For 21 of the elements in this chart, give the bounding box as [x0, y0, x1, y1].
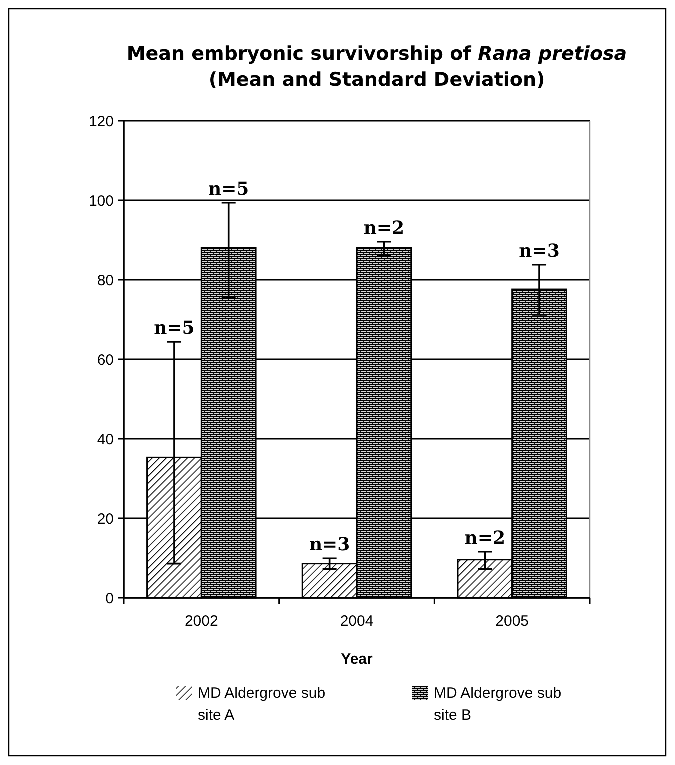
x-tick-label: 2004: [340, 613, 374, 630]
annotation: n=5: [154, 318, 195, 340]
legend-label: MD Aldergrove sub site B: [434, 685, 562, 724]
x-tick-label: 2005: [496, 613, 530, 630]
y-tick-label: 60: [97, 352, 114, 369]
x-axis-title: Year: [341, 651, 374, 668]
y-tick-label: 0: [106, 590, 114, 608]
annotation: n=5: [208, 178, 250, 200]
annotation: n=2: [464, 528, 506, 549]
annotation: n=3: [309, 534, 350, 556]
y-tick-label: 100: [88, 192, 114, 210]
annotation: n=2: [364, 218, 405, 239]
x-tick-label: 2002: [184, 613, 218, 630]
annotation: n=3: [519, 240, 560, 262]
y-tick-label: 20: [97, 510, 114, 528]
legend-label: MD Aldergrove sub site A: [198, 685, 326, 724]
y-tick-label: 80: [97, 272, 114, 290]
y-tick-label: 40: [97, 431, 114, 448]
y-tick-label: 120: [88, 113, 114, 130]
chart-title: Mean embryonic survivorship of Rana pretiosa: [126, 43, 628, 65]
chart-subtitle: (Mean and Standard Deviation): [208, 69, 546, 91]
